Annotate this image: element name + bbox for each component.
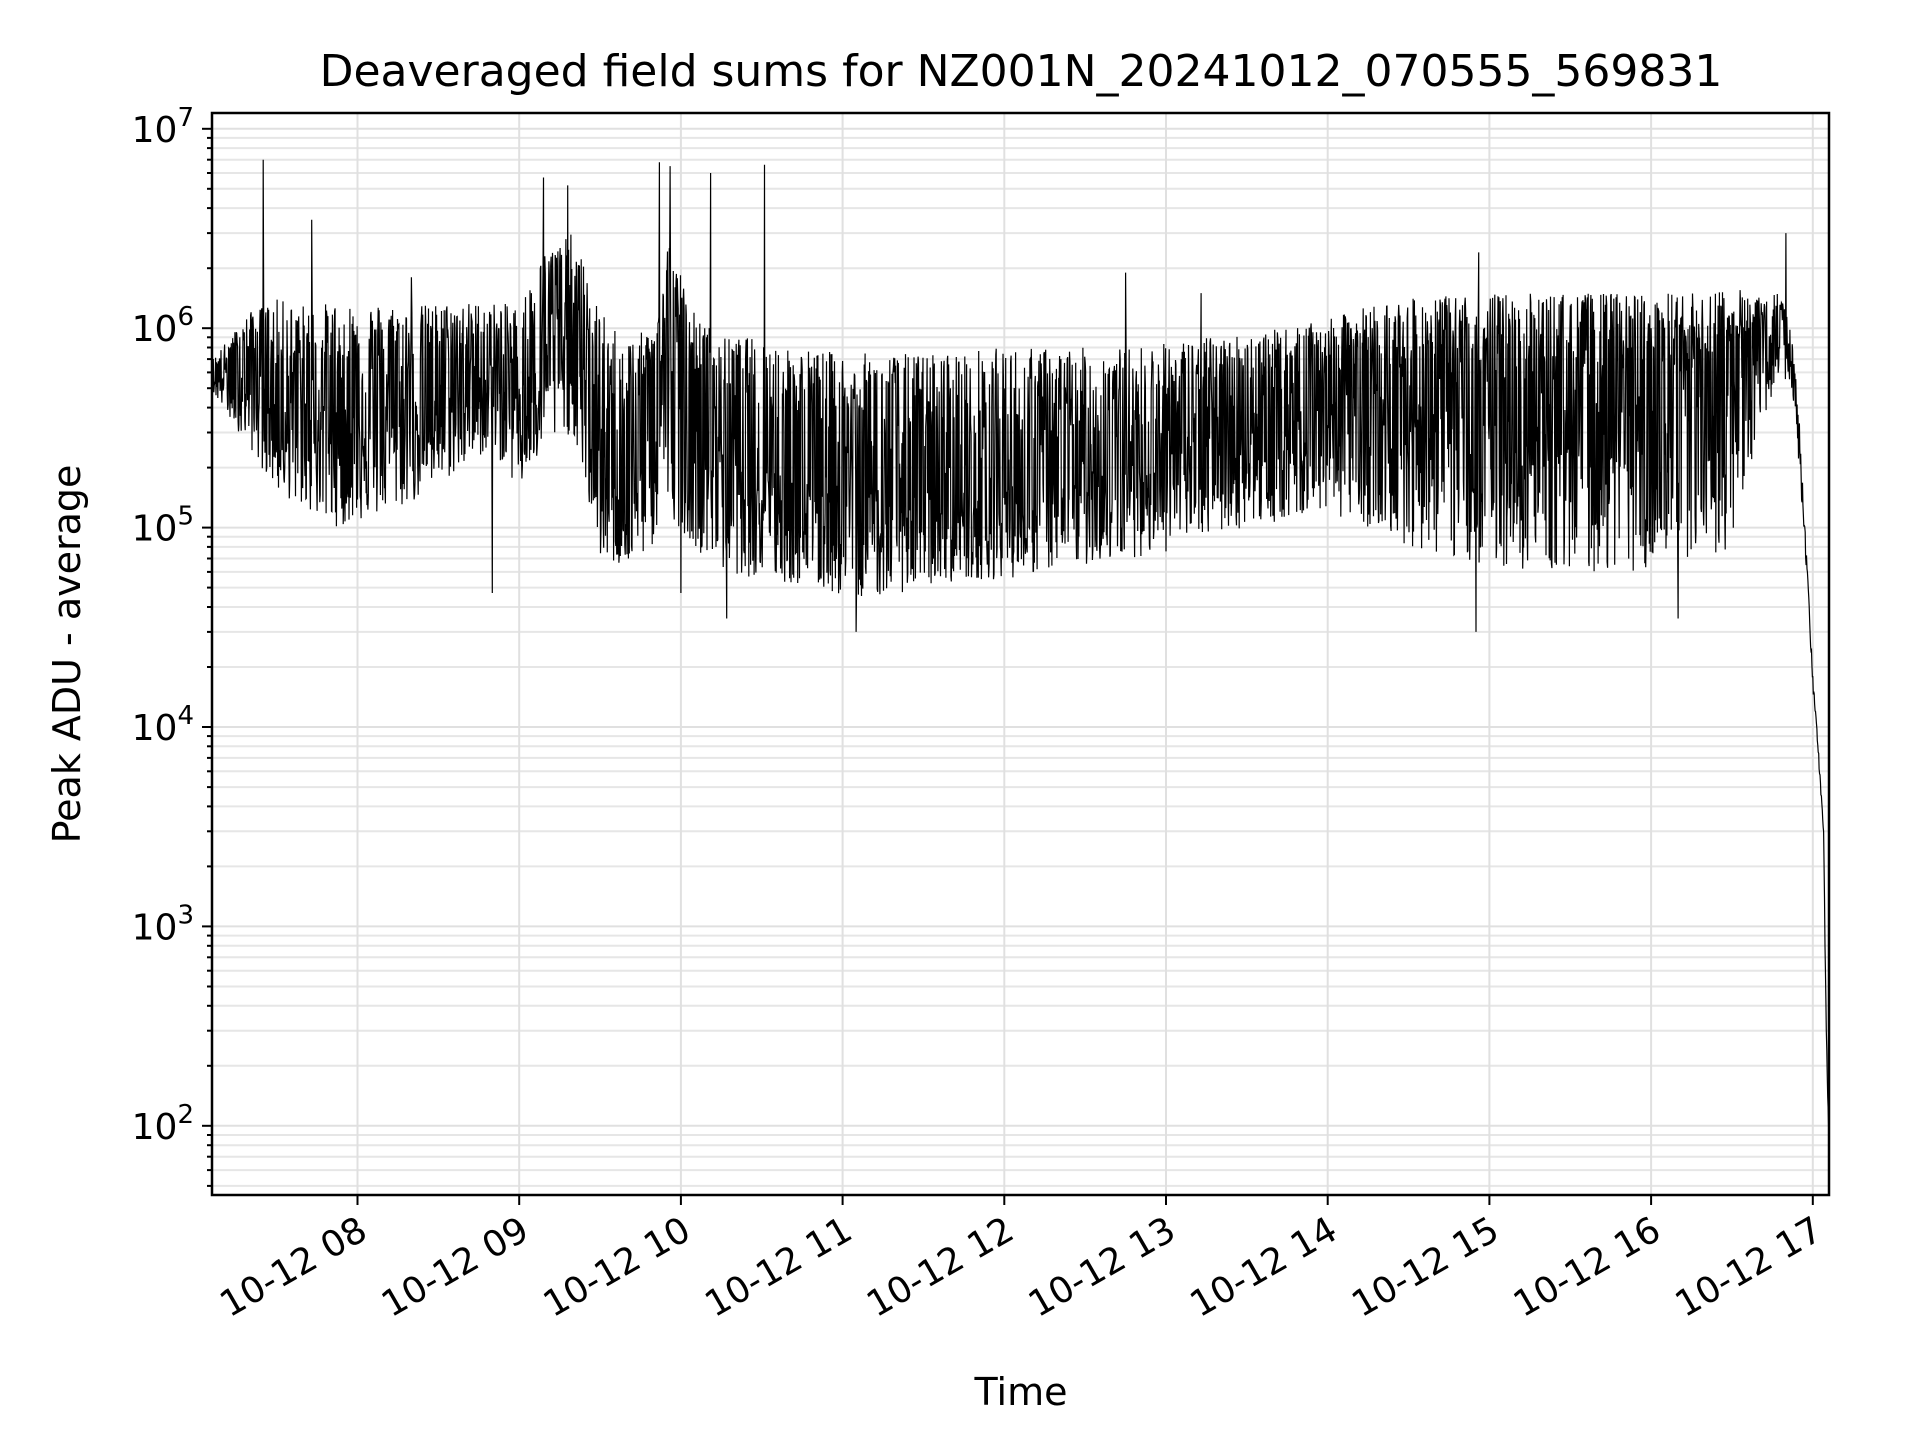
x-tick-label: 10-12 11 — [698, 1209, 859, 1325]
y-tick-label: 105 — [132, 502, 194, 550]
x-tick-label: 10-12 16 — [1507, 1209, 1668, 1325]
x-tick-label: 10-12 10 — [537, 1209, 698, 1325]
chart-title: Deaveraged field sums for NZ001N_2024101… — [320, 46, 1723, 97]
x-tick-label: 10-12 09 — [375, 1209, 536, 1325]
y-axis-label: Peak ADU - average — [45, 465, 89, 844]
plot-frame — [210, 111, 1831, 1197]
series-line-0 — [211, 159, 1830, 1146]
y-tick-label: 106 — [132, 302, 194, 350]
x-axis-label: Time — [974, 1370, 1068, 1414]
x-tick-label: 10-12 12 — [860, 1209, 1021, 1325]
x-tick-label: 10-12 14 — [1184, 1209, 1345, 1325]
axis-ticks: 10-12 08 10-12 09 10-12 10 10-12 11 10-12 12… — [132, 103, 1830, 1326]
x-tick-label: 10-12 13 — [1022, 1209, 1183, 1325]
x-tick-label: 10-12 08 — [213, 1209, 374, 1325]
grid — [212, 113, 1829, 1195]
y-tick-label: 104 — [132, 701, 194, 749]
x-tick-label: 10-12 17 — [1669, 1209, 1830, 1325]
y-tick-label: 103 — [132, 900, 194, 948]
series-layer — [211, 159, 1830, 1146]
y-tick-label: 107 — [132, 103, 194, 151]
y-tick-label: 102 — [132, 1100, 194, 1148]
x-tick-label: 10-12 15 — [1345, 1209, 1506, 1325]
